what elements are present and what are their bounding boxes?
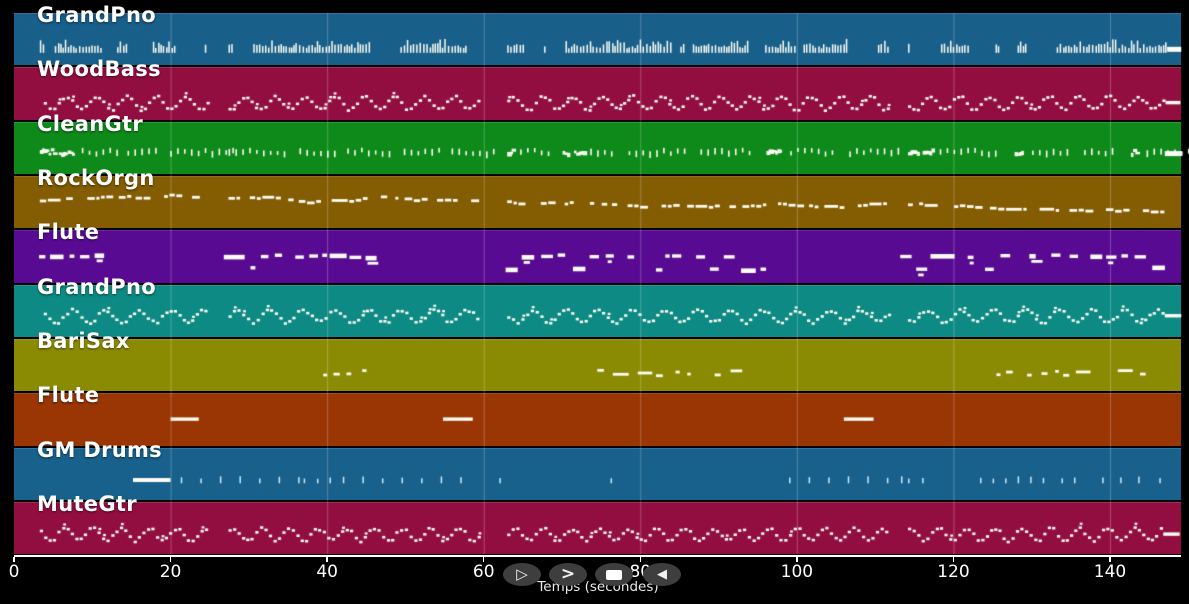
track-label: RockOrgn [37,165,155,190]
axis-tick [13,557,15,562]
play-button[interactable]: ▷ [503,563,541,586]
axis-tick-label: 100 [780,562,814,582]
axis-tick [952,557,955,562]
track-label: MuteGtr [37,491,137,516]
axis-tick [482,557,485,562]
track-label: BariSax [37,328,130,353]
track-label: Flute [37,383,100,408]
step-forward-icon: > [560,564,576,584]
axis-tick [639,557,642,562]
axis-tick [1109,557,1111,562]
axis-tick-label: 0 [8,562,20,582]
track-label: WoodBass [37,57,161,82]
axis-tick-label: 120 [937,562,970,582]
axis-tick-label: 40 [316,562,338,582]
track-label: GM Drums [37,437,162,462]
track-label: GrandPno [37,3,156,27]
stop-button[interactable] [595,563,633,586]
time-axis-line [14,555,1181,557]
axis-tick-label: 60 [472,562,495,582]
axis-tick [796,557,798,562]
step-forward-button[interactable]: > [549,563,587,586]
axis-tick-label: 20 [159,562,182,582]
track-label: CleanGtr [37,111,144,136]
track-label: GrandPno [37,274,156,299]
track-label: Flute [37,220,100,245]
rewind-icon: ◀ [657,567,667,582]
stop-icon [606,569,622,580]
axis-tick [326,557,328,562]
rewind-button[interactable]: ◀ [643,563,681,586]
play-icon: ▷ [516,565,528,583]
axis-tick-label: 140 [1093,562,1127,582]
axis-tick [169,557,172,562]
